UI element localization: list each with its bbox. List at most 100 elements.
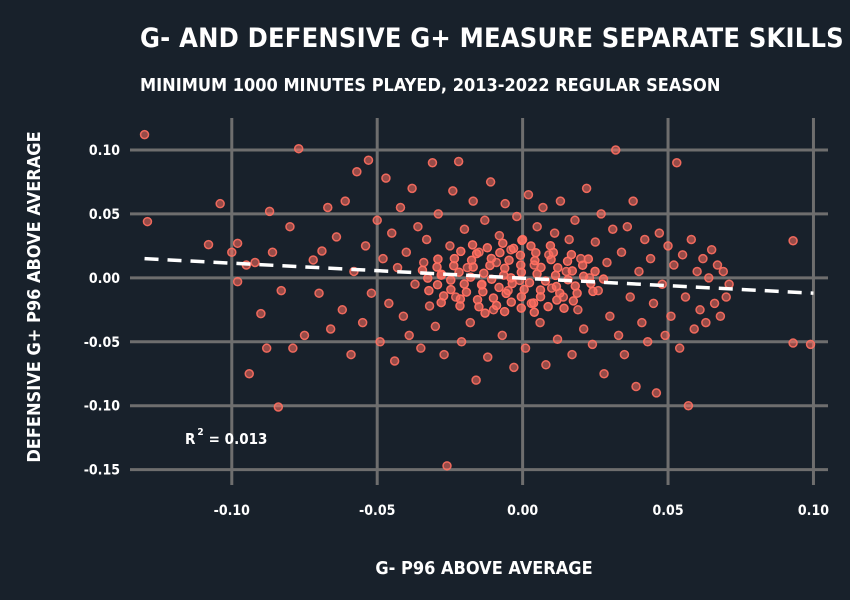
scatter-point — [314, 288, 324, 298]
scatter-point — [482, 352, 493, 362]
scatter-point — [293, 143, 304, 154]
scatter-point — [680, 292, 691, 302]
scatter-point — [718, 266, 729, 277]
scatter-point — [433, 209, 444, 219]
x-tick-label: 0.05 — [653, 503, 684, 519]
scatter-point — [436, 297, 446, 308]
scatter-point — [439, 349, 449, 360]
scatter-point — [465, 317, 476, 328]
scatter-point — [663, 241, 673, 251]
scatter-point — [500, 263, 510, 274]
scatter-point — [410, 279, 420, 289]
scatter-point — [532, 221, 542, 232]
scatter-point — [480, 215, 490, 226]
scatter-point — [660, 330, 670, 341]
scatter-point — [448, 186, 458, 196]
trend-layer — [144, 256, 814, 295]
r-squared-superscript: 2 — [197, 427, 203, 438]
scatter-point — [423, 273, 433, 283]
scatter-point — [456, 246, 466, 257]
scatter-point — [605, 311, 615, 321]
scatter-point — [331, 232, 342, 242]
scatter-point — [227, 247, 237, 258]
scatter-point — [599, 368, 609, 379]
scatter-point — [543, 301, 553, 312]
scatter-point — [712, 260, 723, 270]
scatter-point — [608, 224, 618, 235]
scatter-point — [568, 296, 579, 306]
scatter-point — [276, 285, 286, 296]
scatter-point — [261, 343, 272, 353]
scatter-point — [453, 156, 464, 167]
scatter-point — [672, 158, 682, 168]
scatter-point — [669, 260, 679, 270]
scatter-point — [535, 292, 546, 302]
scatter-point — [474, 302, 484, 312]
scatter-point — [468, 196, 478, 206]
scatter-point — [446, 275, 456, 285]
x-tick-label: 0.00 — [507, 503, 538, 519]
scatter-point — [531, 247, 541, 258]
scatter-point — [432, 262, 442, 272]
scatter-point — [578, 324, 589, 334]
r-squared-annotation: R 2 = 0.013 — [185, 427, 267, 448]
x-tick-label: 0.10 — [798, 503, 829, 519]
scatter-point — [528, 298, 539, 308]
scatter-point — [701, 317, 711, 328]
scatter-point — [709, 298, 720, 309]
scatter-point — [363, 155, 374, 165]
scatter-point — [622, 221, 633, 232]
y-tick-label: 0.05 — [89, 207, 120, 223]
scatter-point — [588, 286, 598, 297]
scatter-point — [524, 277, 535, 288]
y-tick-label: -0.10 — [84, 399, 121, 415]
y-tick-label: -0.15 — [84, 463, 120, 479]
scatter-point — [721, 292, 731, 302]
scatter-point — [491, 300, 502, 311]
scatter-point — [651, 388, 662, 398]
scatter-point — [427, 158, 438, 168]
scatter-point — [442, 461, 452, 471]
scatter-point — [640, 234, 650, 245]
scatter-point — [698, 253, 708, 264]
scatter-point — [552, 295, 562, 305]
scatter-point — [215, 198, 225, 209]
scatter-point — [536, 262, 546, 273]
scatter-point — [677, 250, 688, 260]
scatter-point — [637, 317, 647, 328]
y-tick-label: -0.05 — [84, 335, 120, 351]
scatter-point — [418, 257, 429, 268]
scatter-point — [545, 241, 556, 251]
scatter-point — [507, 278, 517, 289]
scatter-point — [357, 317, 368, 328]
scatter-point — [666, 311, 676, 321]
chart-title: G- AND DEFENSIVE G+ MEASURE SEPARATE SKI… — [140, 23, 844, 54]
scatter-point — [267, 247, 278, 258]
scatter-point — [704, 273, 714, 283]
scatter-point — [317, 246, 327, 256]
scatter-point — [459, 224, 470, 235]
scatter-point — [552, 334, 563, 344]
scatter-point — [512, 211, 522, 222]
scatter-point — [337, 305, 348, 315]
scatter-point — [466, 255, 477, 266]
scatter-point — [486, 253, 497, 264]
scatter-point — [366, 288, 377, 298]
scatter-point — [456, 337, 467, 347]
scatter-point — [788, 236, 798, 246]
scatter-point — [264, 206, 275, 217]
scatter-point — [139, 129, 150, 140]
y-axis-title: DEFENSIVE G+ P96 ABOVE AVERAGE — [24, 131, 45, 462]
scatter-point — [523, 189, 534, 200]
scatter-point — [506, 297, 517, 307]
scatter-point — [488, 293, 499, 303]
scatter-point — [479, 268, 489, 278]
scatter-point — [504, 255, 514, 265]
scatter-point — [572, 288, 582, 299]
scatter-point — [459, 279, 470, 289]
scatter-point — [577, 260, 588, 271]
scatter-point — [288, 343, 298, 353]
scatter-point — [573, 305, 583, 315]
scatter-point — [645, 253, 656, 264]
